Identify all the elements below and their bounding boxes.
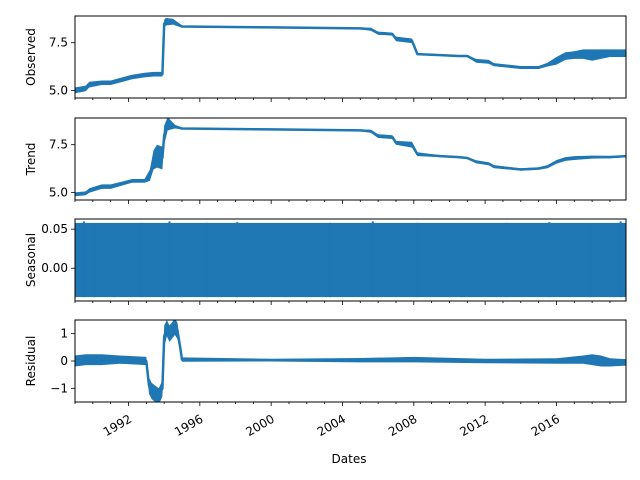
x-tick-label: 2016: [529, 412, 562, 439]
plot-area: [75, 118, 626, 197]
y-tick-label: 5.0: [49, 83, 68, 97]
x-tick-label: 1992: [101, 412, 134, 439]
plot-area: [75, 221, 626, 298]
x-tick-label: 2000: [243, 412, 276, 439]
y-tick-label: 7.5: [49, 138, 68, 152]
plot-area: [75, 17, 626, 94]
y-tick-label: 1: [60, 327, 68, 341]
y-tick-label: 0.00: [41, 261, 68, 275]
plot-area: [75, 320, 626, 402]
series-line: [75, 325, 626, 398]
y-tick-label: 0: [60, 354, 68, 368]
x-tick-label: 1996: [172, 412, 205, 439]
x-tick-label: 2008: [386, 412, 419, 439]
axes-frame: [74, 117, 627, 201]
y-axis-label: Observed: [24, 28, 38, 86]
y-axis-label: Trend: [24, 143, 38, 177]
series-line: [75, 20, 626, 92]
x-axis-label: Dates: [332, 452, 367, 466]
x-tick-label: 2012: [457, 412, 490, 439]
series-line: [75, 122, 626, 196]
y-tick-label: −1: [50, 381, 68, 395]
y-tick-label: 5.0: [49, 185, 68, 199]
panel-residual: 1 0 −1 Residual 1992 1996 2000 2004 2008 2012 2016: [24, 319, 627, 439]
seasonal-band: [75, 222, 626, 298]
axes-frame: [74, 15, 627, 99]
y-axis-label: Residual: [24, 336, 38, 387]
y-tick-label: 0.05: [41, 222, 68, 236]
panel-observed: 5.0 7.5 Observed: [24, 15, 627, 102]
x-tick-label: 2004: [315, 412, 348, 439]
axes-frame: [74, 218, 627, 302]
y-tick-label: 7.5: [49, 36, 68, 50]
panels-group: 5.0 7.5 Observed 5.0 7.5 Trend 0.00 0.05Seasona…: [24, 15, 627, 439]
panel-trend: 5.0 7.5 Trend: [24, 117, 627, 204]
y-axis-label: Seasonal: [24, 233, 38, 287]
